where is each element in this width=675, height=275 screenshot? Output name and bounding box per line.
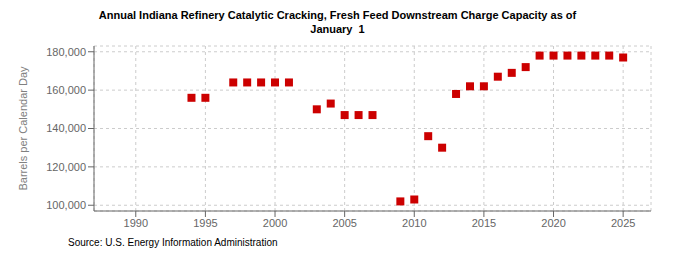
svg-text:Barrels per Calendar Day: Barrels per Calendar Day bbox=[17, 66, 29, 191]
svg-text:2015: 2015 bbox=[472, 217, 496, 229]
svg-text:100,000: 100,000 bbox=[46, 199, 86, 211]
svg-text:2005: 2005 bbox=[332, 217, 356, 229]
svg-text:2025: 2025 bbox=[611, 217, 635, 229]
svg-text:180,000: 180,000 bbox=[46, 46, 86, 58]
svg-text:2000: 2000 bbox=[263, 217, 287, 229]
svg-text:2020: 2020 bbox=[541, 217, 565, 229]
svg-text:120,000: 120,000 bbox=[46, 161, 86, 173]
svg-text:1995: 1995 bbox=[193, 217, 217, 229]
svg-text:160,000: 160,000 bbox=[46, 84, 86, 96]
svg-text:140,000: 140,000 bbox=[46, 122, 86, 134]
svg-text:1990: 1990 bbox=[124, 217, 148, 229]
html-text:Source: U.S. Energy Informatio: Source: U.S. Energy Information Administ… bbox=[68, 237, 278, 248]
svg-text:2010: 2010 bbox=[402, 217, 426, 229]
html-text:Annual Indiana Refinery Cataly: Annual Indiana Refinery Catalytic Cracki… bbox=[98, 9, 577, 35]
